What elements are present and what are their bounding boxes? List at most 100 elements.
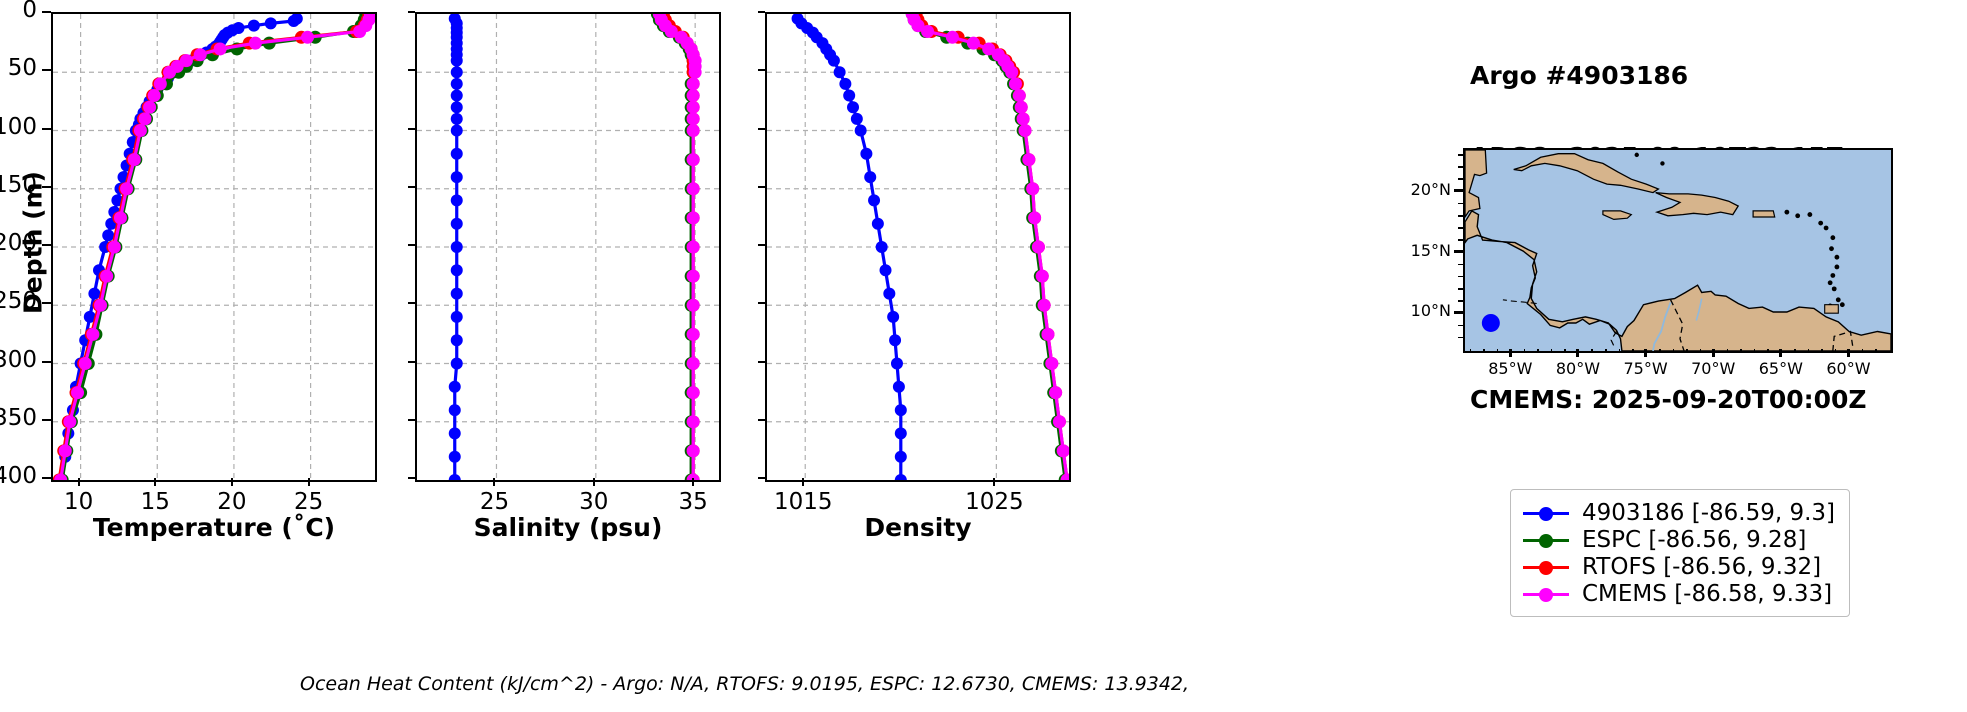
map-lat-minor-tick (1458, 178, 1463, 180)
y-tick (42, 244, 51, 246)
y-tick-label: 200 (0, 230, 37, 256)
y-tick-label: 350 (0, 404, 37, 431)
map-lon-minor-tick (1632, 349, 1634, 353)
map-lon-tick (1644, 349, 1648, 357)
y-tick-label: 100 (0, 113, 37, 140)
map-lat-minor-tick (1458, 336, 1463, 339)
map-lon-minor-tick (1564, 349, 1566, 353)
x-tick-label: 25 (479, 489, 510, 515)
map-lon-minor-tick (1483, 349, 1485, 353)
legend-item-rtofs[interactable]: RTOFS [-86.56, 9.32] (1523, 553, 1835, 580)
map-lon-minor-tick (1794, 349, 1796, 353)
series-cmems (54, 14, 375, 480)
map-lon-tick (1508, 349, 1512, 357)
series-cmems (905, 14, 1069, 480)
map-lat-minor-tick (1458, 251, 1463, 254)
map-lon-minor-tick (1834, 349, 1837, 353)
x-tick (692, 478, 695, 486)
map-lon-minor-tick (1726, 349, 1729, 353)
map-lat-tick-label: 10°N (1410, 301, 1451, 321)
map-lon-minor-tick (1821, 349, 1823, 353)
temperature-axes (51, 12, 377, 482)
density-panel: Density 1015 1025 (745, 0, 1105, 660)
y-tick (408, 69, 415, 72)
y-tick (408, 244, 415, 246)
location-map[interactable] (1463, 148, 1893, 353)
y-tick (42, 360, 51, 363)
x-tick (493, 478, 496, 486)
series-cmems (652, 14, 702, 480)
map-lon-minor-tick (1469, 349, 1472, 353)
map-lat-minor-tick (1458, 166, 1463, 168)
map-lon-tick-label: 80°W (1555, 359, 1601, 378)
map-lon-tick (1779, 349, 1783, 357)
legend-label: ESPC [-86.56, 9.28] (1582, 526, 1807, 553)
map-lon-tick-label: 65°W (1758, 359, 1803, 378)
map-lon-minor-tick (1686, 349, 1688, 353)
y-tick (408, 360, 415, 363)
y-tick-label: 400 (0, 463, 37, 489)
map-lon-minor-tick (1537, 349, 1539, 353)
x-tick-label: 15 (140, 489, 170, 515)
map-lat-minor-tick (1458, 300, 1463, 302)
map-lon-minor-tick (1848, 349, 1850, 353)
map-lat-tick-label: 20°N (1410, 179, 1451, 199)
y-tick (758, 302, 765, 305)
y-tick (408, 185, 415, 188)
y-tick (758, 418, 765, 421)
y-tick (408, 418, 415, 421)
legend-swatch-cmems (1523, 583, 1569, 605)
x-tick (77, 478, 80, 486)
series-4903186 (448, 14, 463, 480)
y-tick (758, 185, 765, 188)
legend-item-espc[interactable]: ESPC [-86.56, 9.28] (1523, 526, 1835, 553)
map-lon-tick (1711, 349, 1715, 357)
map-lon-minor-tick (1875, 349, 1877, 353)
legend-label: 4903186 [-86.59, 9.3] (1582, 499, 1836, 526)
y-tick (408, 127, 415, 130)
x-tick (802, 478, 805, 486)
x-tick-label: 1025 (965, 489, 1024, 515)
map-lon-minor-tick (1713, 349, 1715, 353)
map-lat-minor-tick (1458, 312, 1463, 314)
map-lon-minor-tick (1523, 349, 1526, 353)
map-lon-tick (1576, 349, 1580, 357)
legend-swatch-rtofs (1523, 556, 1569, 578)
float-position-marker (1481, 313, 1500, 332)
x-tick-label: 30 (579, 489, 609, 515)
density-axes (765, 12, 1071, 482)
y-tick (408, 302, 415, 305)
temperature-axis-label: Temperature (˚C) (92, 513, 336, 542)
y-tick (42, 127, 51, 130)
map-lat-minor-tick (1458, 154, 1463, 156)
x-tick-label: 1015 (773, 489, 833, 515)
map-lon-minor-tick (1699, 349, 1702, 353)
map-lon-minor-tick (1577, 349, 1580, 353)
y-tick (408, 11, 415, 13)
x-tick (230, 478, 233, 486)
map-lat-minor-tick (1458, 215, 1463, 217)
map-lon-minor-tick (1740, 349, 1742, 353)
y-tick-label: 0 (22, 0, 37, 23)
x-tick (592, 478, 595, 486)
map-lon-tick-label: 70°W (1691, 359, 1736, 378)
y-tick (758, 127, 765, 130)
map-lon-minor-tick (1753, 349, 1756, 353)
y-tick-label: 250 (0, 288, 37, 315)
y-tick (758, 69, 765, 72)
map-lon-minor-tick (1861, 349, 1864, 353)
legend-item-cmems[interactable]: CMEMS [-86.58, 9.33] (1523, 580, 1835, 607)
map-lon-minor-tick (1510, 349, 1512, 353)
map-lon-minor-tick (1767, 349, 1769, 353)
legend-swatch-espc (1523, 529, 1569, 551)
map-lat-minor-tick (1458, 324, 1463, 327)
cmems-time-line: CMEMS: 2025-09-20T00:00Z (1470, 385, 1867, 414)
y-tick (758, 360, 765, 363)
legend-label: CMEMS [-86.58, 9.33] (1582, 580, 1833, 607)
map-lon-minor-tick (1780, 349, 1783, 353)
ocean-heat-content-caption: Ocean Heat Content (kJ/cm^2) - Argo: N/A… (300, 673, 1190, 695)
x-tick-label: 35 (678, 489, 708, 515)
legend-item-argo[interactable]: 4903186 [-86.59, 9.3] (1523, 499, 1835, 526)
map-lon-minor-tick (1672, 349, 1675, 353)
series-4903186 (791, 14, 907, 480)
